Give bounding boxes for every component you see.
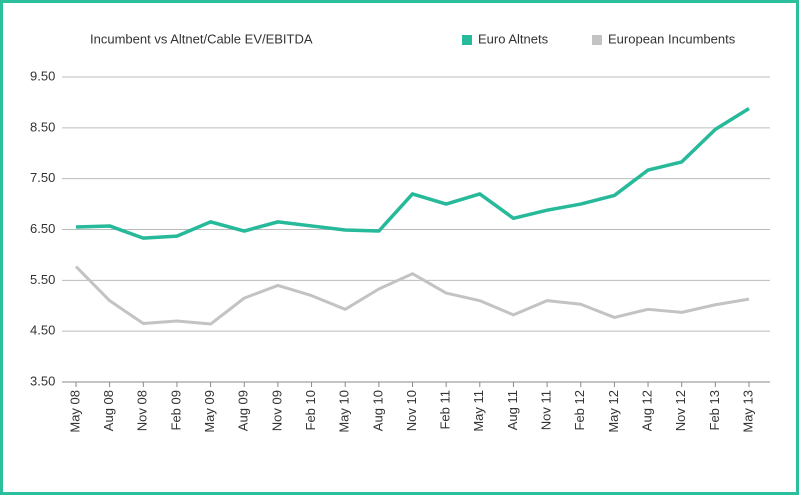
legend-label: European Incumbents [608,31,736,46]
x-tick-label: Feb 13 [707,390,722,430]
x-tick-label: Aug 12 [639,390,654,431]
x-tick-label: Aug 08 [101,390,116,431]
legend-swatch [462,35,472,45]
x-tick-label: Nov 10 [404,390,419,431]
y-tick-label: 4.50 [30,323,55,338]
x-tick-label: Feb 11 [438,390,453,430]
x-tick-label: Feb 10 [303,390,318,430]
x-tick-label: Feb 12 [572,390,587,430]
x-tick-label: Nov 08 [135,390,150,431]
series-line [75,107,750,240]
series-line [74,265,750,326]
legend-label: Euro Altnets [478,31,549,46]
legend-swatch [592,35,602,45]
y-tick-label: 9.50 [30,68,55,83]
x-tick-label: May 10 [337,390,352,433]
y-tick-label: 3.50 [30,373,55,388]
y-tick-label: 6.50 [30,221,55,236]
x-tick-label: Aug 11 [505,390,520,430]
x-tick-label: May 12 [606,390,621,433]
x-tick-label: Aug 10 [370,390,385,431]
y-tick-label: 8.50 [30,119,55,134]
x-tick-label: Nov 09 [269,390,284,431]
x-tick-label: Nov 12 [673,390,688,431]
y-tick-label: 5.50 [30,272,55,287]
x-tick-label: May 13 [740,390,755,433]
chart-title: Incumbent vs Altnet/Cable EV/EBITDA [90,31,313,46]
x-tick-label: Feb 09 [168,390,183,430]
x-tick-label: May 09 [202,390,217,433]
y-tick-label: 7.50 [30,170,55,185]
x-tick-label: Aug 09 [236,390,251,431]
x-tick-label: Nov 11 [539,390,554,430]
x-tick-label: May 11 [471,390,486,432]
x-tick-label: May 08 [67,390,82,433]
